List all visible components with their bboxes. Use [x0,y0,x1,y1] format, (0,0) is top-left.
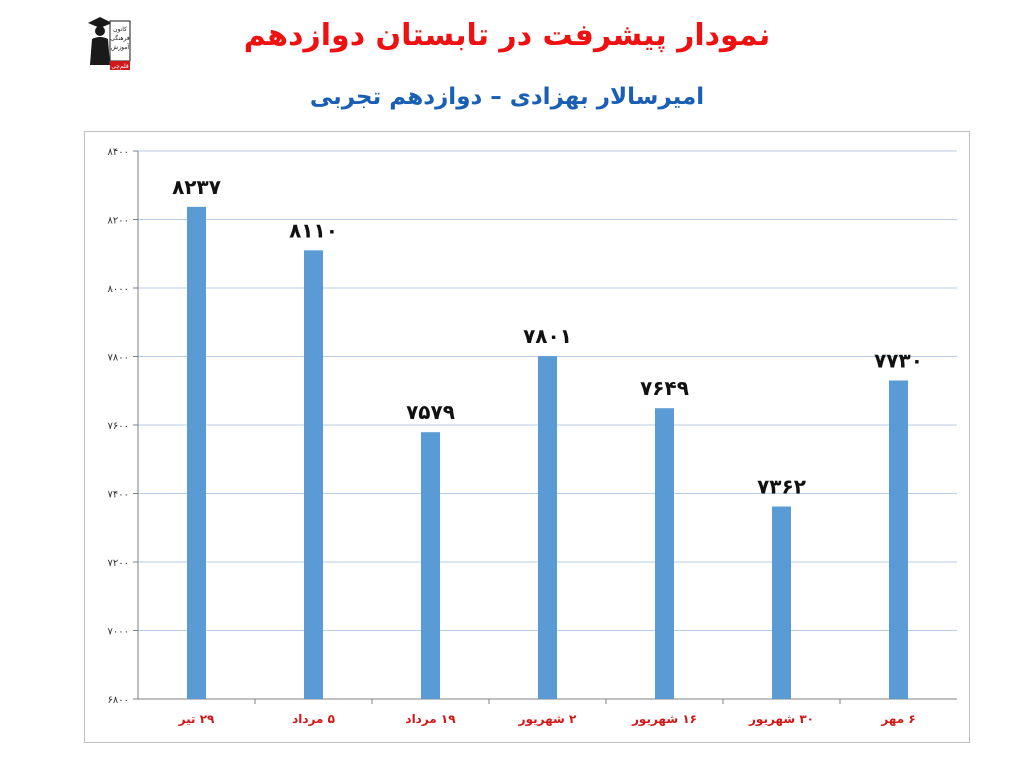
logo-text-2: فرهنگی [110,34,130,42]
y-tick-label: ۷۶۰۰ [108,421,129,432]
x-tick-label: ۲ شهریور [518,712,577,727]
y-tick-label: ۷۰۰۰ [108,627,129,638]
bar-chart: ۶۸۰۰ ۷۰۰۰ ۷۲۰۰ ۷۴۰۰ ۷۶۰۰ ۷۸۰۰ ۸۰۰۰ ۸۲۰۰ ۸۴۰۰ ۸۲۳۷… [108,147,957,727]
y-tick-label: ۷۲۰۰ [108,558,129,569]
chart-title: نمودار پیشرفت در تابستان دوازدهم [243,18,771,53]
bar [772,506,791,699]
logo-text-1: کانون [113,26,127,33]
y-tick-label: ۸۲۰۰ [108,216,129,227]
y-tick-label: ۸۴۰۰ [108,147,129,158]
y-tick-label: ۷۴۰۰ [108,490,129,501]
chart-area: ۶۸۰۰ ۷۰۰۰ ۷۲۰۰ ۷۴۰۰ ۷۶۰۰ ۷۸۰۰ ۸۰۰۰ ۸۲۰۰ ۸۴۰۰ ۸۲۳۷… [84,131,970,743]
x-tick-label: ۶ مهر [880,712,915,726]
x-tick-label: ۱۹ مرداد [405,712,456,726]
logo-text-4: قلم‌چی [111,63,129,70]
logo-text-3: آموزش [111,42,130,51]
chart-subtitle: امیرسالار بهزادی – دوازدهم تجربی [309,84,705,110]
bar [889,380,908,699]
y-tick-label: ۷۸۰۰ [108,353,129,364]
x-tick-label: ۱۶ شهریور [631,712,697,727]
bar [304,250,323,699]
data-label: ۷۸۰۱ [523,324,572,348]
data-label: ۸۲۳۷ [172,175,221,199]
x-tick-label: ۳۰ شهریور [748,712,814,727]
x-tick-label: ۲۹ تیر [178,712,215,726]
x-tick-label: ۵ مرداد [292,712,335,726]
bar [421,432,440,699]
bar [655,408,674,699]
data-label: ۷۶۴۹ [640,376,689,400]
data-label: ۸۱۱۰ [289,218,338,242]
data-label: ۷۷۳۰ [874,348,923,372]
bar [538,356,557,699]
y-tick-label: ۸۰۰۰ [108,284,129,295]
institute-logo: کانون فرهنگی آموزش قلم‌چی [84,13,132,71]
data-label: ۷۵۷۹ [406,400,455,424]
data-label: ۷۳۶۲ [757,475,806,499]
bar [187,206,206,699]
y-tick-label: ۶۸۰۰ [108,695,129,706]
